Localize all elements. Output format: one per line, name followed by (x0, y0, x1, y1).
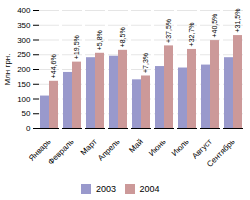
svg-text:350: 350 (17, 21, 31, 30)
svg-text:+37,5%: +37,5% (165, 19, 172, 43)
svg-text:+19,5%: +19,5% (73, 35, 80, 59)
svg-text:50: 50 (22, 109, 31, 118)
svg-text:Август: Август (190, 137, 214, 161)
svg-text:+7,3%: +7,3% (142, 53, 149, 73)
svg-text:Апрель: Апрель (96, 137, 122, 163)
svg-text:+40,5%: +40,5% (211, 14, 218, 38)
svg-text:400: 400 (17, 6, 31, 15)
svg-text:Сентябрь: Сентябрь (205, 137, 237, 169)
svg-text:+31,5%: +31,5% (234, 9, 241, 33)
svg-text:200: 200 (17, 65, 31, 74)
svg-text:0: 0 (26, 124, 31, 133)
svg-text:250: 250 (17, 50, 31, 59)
svg-text:+32,7%: +32,7% (188, 23, 195, 47)
svg-text:Январь: Январь (27, 137, 53, 163)
svg-text:Млн грн.: Млн грн. (3, 54, 12, 86)
svg-text:Май: Май (127, 137, 144, 154)
svg-text:Июнь: Июнь (147, 137, 168, 158)
svg-text:+5,8%: +5,8% (96, 30, 103, 50)
svg-text:Февраль: Февраль (46, 137, 75, 166)
html-text:2004: 2004 (139, 183, 160, 194)
svg-text:150: 150 (17, 80, 31, 89)
svg-text:100: 100 (17, 95, 31, 104)
svg-text:+44,6%: +44,6% (50, 54, 57, 78)
svg-text:Март: Март (79, 137, 99, 157)
svg-text:Июль: Июль (170, 137, 191, 158)
html-text:2003: 2003 (96, 183, 116, 194)
svg-text:+8,5%: +8,5% (119, 27, 126, 47)
svg-text:300: 300 (17, 36, 31, 45)
